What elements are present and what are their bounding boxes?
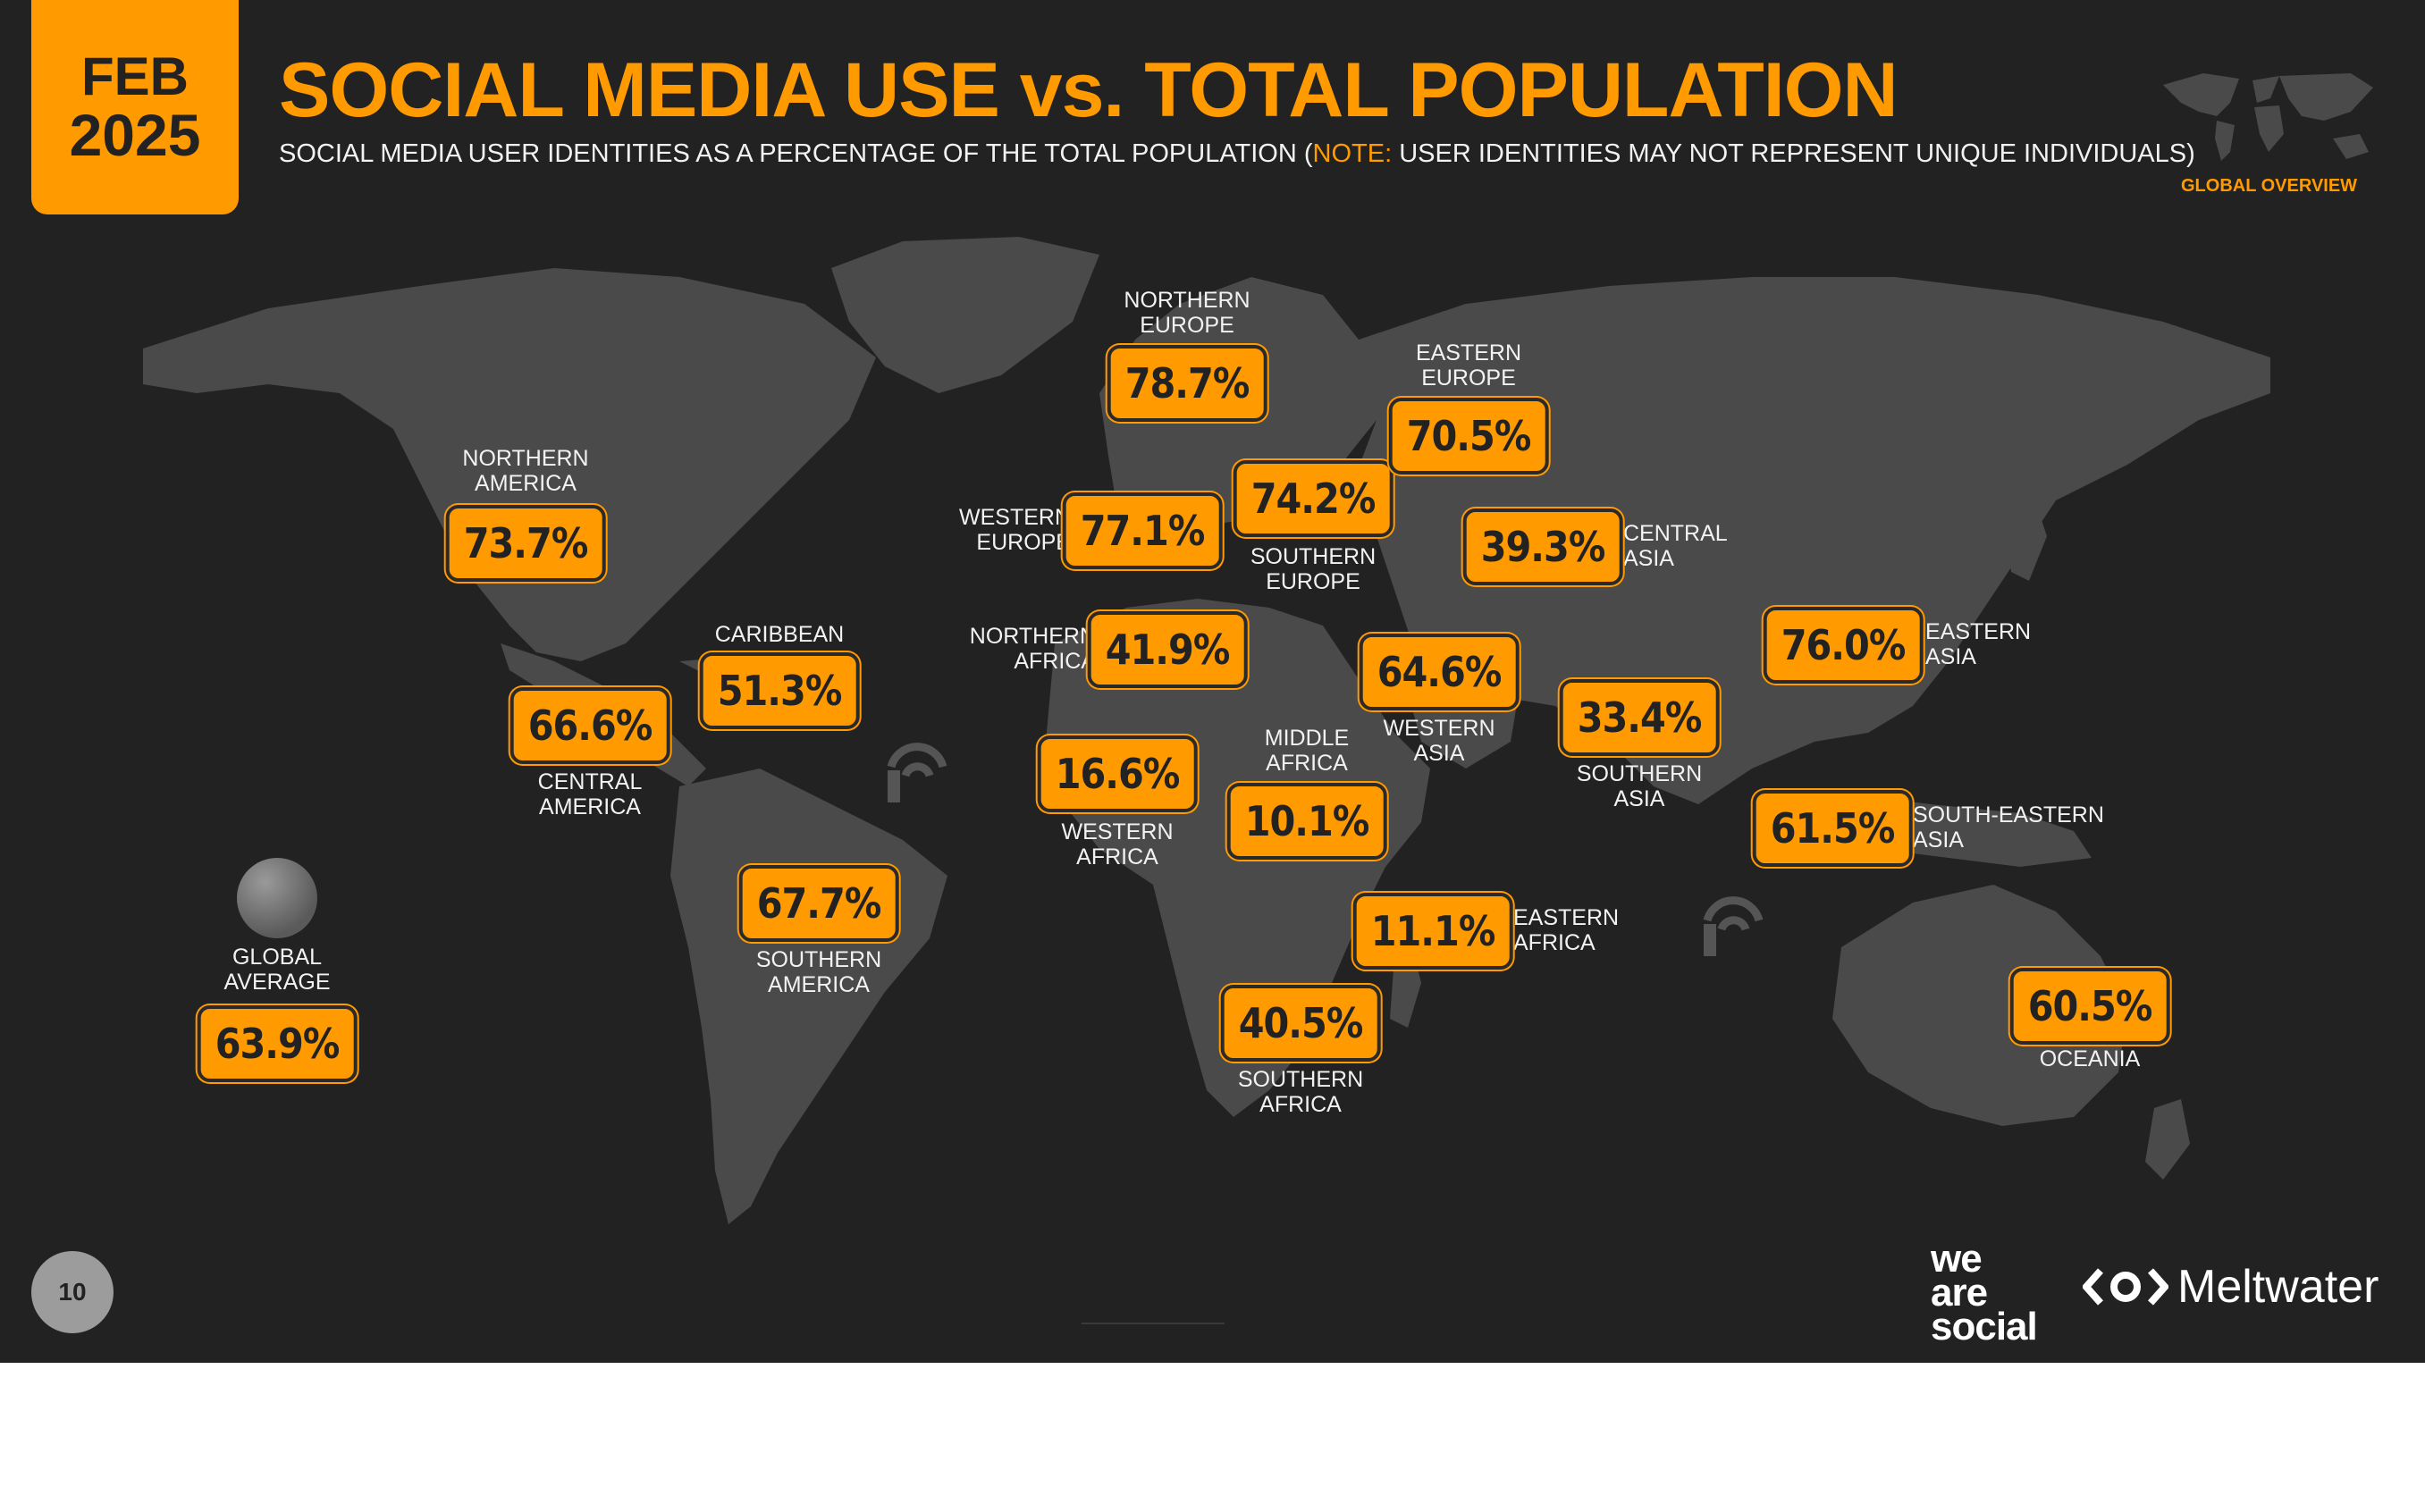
region-value: 40.5%	[1220, 985, 1381, 1062]
region-value: 74.2%	[1233, 460, 1394, 537]
globe-icon	[237, 858, 317, 938]
meltwater-logo: Meltwater	[2083, 1260, 2379, 1314]
landmass-north-america	[143, 268, 876, 661]
region-value: 70.5%	[1388, 398, 1549, 475]
region-label: NORTHERN AFRICA	[969, 624, 1096, 674]
landmass-asia	[1350, 277, 2270, 804]
region-label: EASTERN ASIA	[1925, 619, 2032, 669]
region-label: SOUTHERN AMERICA	[755, 947, 882, 997]
page-subtitle: SOCIAL MEDIA USER IDENTITIES AS A PERCEN…	[279, 139, 2195, 169]
region-label: SOUTHERN ASIA	[1576, 761, 1703, 811]
global-average-label: GLOBAL AVERAGE	[223, 945, 331, 995]
landmass-greenland	[831, 237, 1099, 393]
region-label: CENTRAL ASIA	[1623, 521, 1728, 571]
region-value: 11.1%	[1352, 893, 1513, 970]
region-value: 77.1%	[1062, 492, 1223, 569]
datareportal-watermark-icon	[887, 743, 947, 802]
region-value: 73.7%	[445, 505, 606, 582]
region-label: SOUTH-EASTERN ASIA	[1913, 802, 2104, 853]
meltwater-text: Meltwater	[2177, 1261, 2379, 1313]
world-map-icon	[2163, 73, 2373, 161]
region-label: NORTHERN AMERICA	[462, 446, 589, 496]
region-label: WESTERN ASIA	[1383, 716, 1495, 766]
region-label: MIDDLE AFRICA	[1264, 726, 1350, 776]
landmass-new-zealand	[2145, 1099, 2190, 1180]
region-value: 60.5%	[2009, 968, 2170, 1045]
region-value: 78.7%	[1107, 345, 1267, 422]
subtitle-main: SOCIAL MEDIA USER IDENTITIES AS A PERCEN…	[279, 139, 1313, 168]
region-label: EASTERN AFRICA	[1513, 905, 1620, 955]
region-value: 39.3%	[1462, 508, 1623, 585]
region-label: CENTRAL AMERICA	[537, 769, 643, 819]
region-value: 67.7%	[738, 865, 899, 942]
divider	[1082, 1323, 1225, 1324]
date-year: 2025	[69, 101, 201, 168]
region-value: 16.6%	[1037, 735, 1198, 812]
region-label: OCEANIA	[2039, 1046, 2141, 1071]
region-value: 10.1%	[1226, 783, 1387, 860]
region-value: 76.0%	[1763, 607, 1924, 684]
we-are-social-text: we are social	[1931, 1237, 2038, 1348]
page-number: 10	[31, 1251, 114, 1333]
we-are-social-logo: we are social	[1931, 1239, 2038, 1347]
datareportal-watermark-icon	[1703, 896, 1764, 956]
landmass-japan	[2002, 483, 2047, 581]
region-value: 41.9%	[1087, 611, 1248, 688]
region-label: SOUTHERN AFRICA	[1237, 1067, 1364, 1117]
global-average-value: 63.9%	[197, 1005, 358, 1082]
region-label: WESTERN AFRICA	[1061, 819, 1174, 869]
region-value: 33.4%	[1559, 679, 1720, 756]
region-label: CARIBBEAN	[714, 622, 845, 647]
page-title: SOCIAL MEDIA USE vs. TOTAL POPULATION	[279, 47, 1899, 133]
subtitle-note-label: NOTE:	[1312, 139, 1393, 168]
date-month: FEB	[81, 46, 189, 106]
region-label: SOUTHERN EUROPE	[1250, 544, 1377, 594]
subtitle-note-text: USER IDENTITIES MAY NOT REPRESENT UNIQUE…	[1392, 139, 2195, 168]
region-value: 51.3%	[699, 652, 860, 729]
region-label: WESTERN EUROPE	[959, 505, 1071, 555]
region-value: 61.5%	[1752, 790, 1913, 867]
meltwater-logo-icon	[2083, 1268, 2168, 1306]
date-badge: FEB 2025	[31, 0, 239, 214]
region-label: EASTERN EUROPE	[1415, 340, 1522, 391]
region-value: 66.6%	[509, 687, 670, 764]
region-label: NORTHERN EUROPE	[1124, 288, 1250, 338]
landmass-australia	[1832, 885, 2127, 1126]
slide: FEB 2025 SOCIAL MEDIA USE vs. TOTAL POPU…	[0, 0, 2425, 1363]
section-label: GLOBAL OVERVIEW	[2181, 176, 2358, 196]
region-value: 64.6%	[1359, 634, 1520, 710]
